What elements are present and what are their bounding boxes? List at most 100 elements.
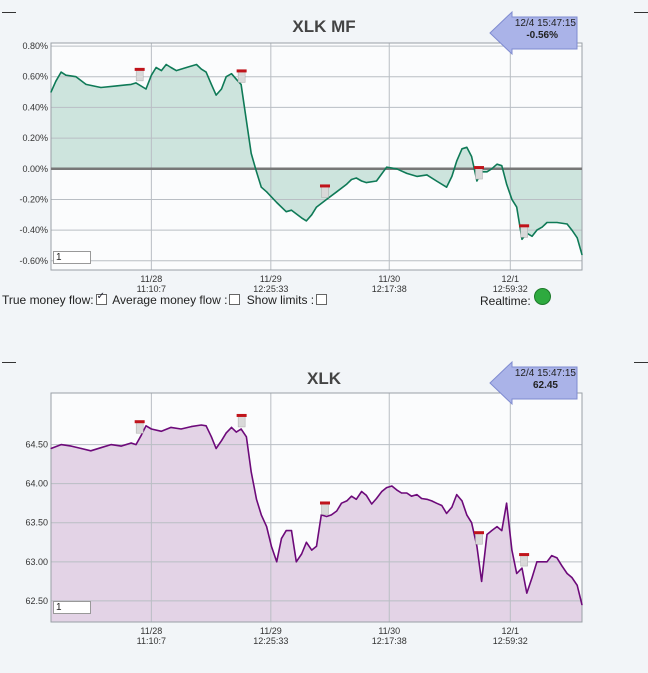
data-point <box>561 565 563 567</box>
data-point <box>346 500 348 502</box>
data-point <box>315 206 318 208</box>
data-point <box>210 436 212 438</box>
data-point <box>135 443 137 446</box>
data-point <box>431 500 433 502</box>
data-point <box>311 549 313 551</box>
data-point <box>60 443 62 446</box>
data-point <box>531 576 533 579</box>
data-point <box>470 155 473 158</box>
data-point <box>396 168 398 170</box>
data-point <box>130 83 132 86</box>
data-point <box>426 174 428 176</box>
collapse-dash-left[interactable] <box>2 12 16 13</box>
collapse-dash-right[interactable] <box>634 12 648 13</box>
data-point <box>451 506 453 508</box>
series-line <box>50 424 583 605</box>
data-point <box>80 447 82 450</box>
data-point <box>445 186 448 188</box>
data-point <box>255 498 258 500</box>
data-point <box>145 88 147 90</box>
x-tick-time: 12:17:38 <box>372 636 407 646</box>
data-point <box>240 83 242 86</box>
data-point <box>210 83 212 86</box>
data-point <box>170 66 172 69</box>
data-point <box>456 160 458 162</box>
data-point <box>240 428 242 430</box>
data-point <box>260 186 262 188</box>
data-point <box>371 503 373 505</box>
y-tick-label: -0.60% <box>19 256 48 266</box>
data-point <box>486 533 488 536</box>
data-point <box>466 514 468 516</box>
data-point <box>120 445 122 447</box>
data-point <box>165 63 167 66</box>
data-point <box>531 235 533 237</box>
data-point <box>70 445 72 447</box>
data-point <box>336 191 338 193</box>
data-point <box>346 183 348 185</box>
zoom-input[interactable]: 1 <box>53 601 91 614</box>
event-marker-flag-icon <box>473 531 484 535</box>
data-point <box>336 510 338 512</box>
data-point <box>476 180 478 182</box>
data-point <box>516 206 518 208</box>
data-point <box>215 447 217 450</box>
data-point <box>250 152 252 155</box>
data-point <box>260 514 262 516</box>
realtime-status-icon[interactable] <box>534 288 551 305</box>
series-area <box>51 425 582 622</box>
show-limits-checkbox[interactable] <box>316 294 328 305</box>
x-tick-date: 11/29 <box>260 274 282 284</box>
zoom-input[interactable]: 1 <box>53 251 91 264</box>
event-marker-flag-icon <box>473 166 484 170</box>
data-point <box>505 183 508 185</box>
data-point <box>115 85 117 87</box>
x-tick-date: 11/30 <box>378 274 400 284</box>
true-money-flow-checkbox[interactable] <box>95 291 107 305</box>
data-point <box>355 498 357 500</box>
data-point <box>541 561 543 563</box>
data-point <box>410 495 413 497</box>
data-point <box>350 178 353 181</box>
data-point <box>361 490 363 493</box>
plot-border <box>50 42 583 271</box>
data-point <box>265 191 268 193</box>
data-point <box>426 498 428 500</box>
average-money-flow-checkbox[interactable] <box>229 294 241 305</box>
data-point <box>285 529 287 532</box>
data-point <box>456 494 458 496</box>
event-marker-flag-icon <box>519 553 530 557</box>
data-point <box>180 428 182 430</box>
data-point <box>60 71 62 73</box>
callout-arrow-icon <box>489 10 578 56</box>
data-point <box>85 83 87 86</box>
data-point <box>571 576 573 579</box>
mf-chart-svg[interactable]: 0.80% 0.60% 0.40% 0.20% 0.00% -0.20% -0.40% -0.… <box>0 0 648 300</box>
data-point <box>461 500 463 502</box>
data-point <box>461 148 463 150</box>
chart-title: XLK MF <box>292 17 356 36</box>
data-point <box>391 485 393 487</box>
data-point <box>276 201 278 204</box>
collapse-dash-right[interactable] <box>634 362 648 363</box>
data-point <box>270 545 272 547</box>
data-point <box>225 76 227 78</box>
y-tick-label: 0.40% <box>22 102 48 112</box>
data-point <box>381 490 383 493</box>
data-point <box>521 238 523 240</box>
data-point <box>571 229 573 231</box>
y-tick-label: 0.20% <box>22 133 48 143</box>
data-point <box>576 584 578 586</box>
mf-chart-panel: XLK MF 0.80% 0.60% 0.40% 0.20% 0.00% -0.20% -0… <box>0 0 648 310</box>
realtime-label: Realtime: <box>480 294 531 308</box>
collapse-dash-left[interactable] <box>2 362 16 363</box>
data-point <box>435 502 438 504</box>
data-point <box>130 442 132 444</box>
callout-timestamp: 12/4 15:47:15 <box>515 368 577 379</box>
data-point <box>100 86 102 89</box>
data-point <box>160 70 163 72</box>
data-point <box>110 443 112 446</box>
price-chart-panel: XLK 64.50 64.00 63.50 63.00 62.50 11/28 11:10:… <box>0 350 648 673</box>
